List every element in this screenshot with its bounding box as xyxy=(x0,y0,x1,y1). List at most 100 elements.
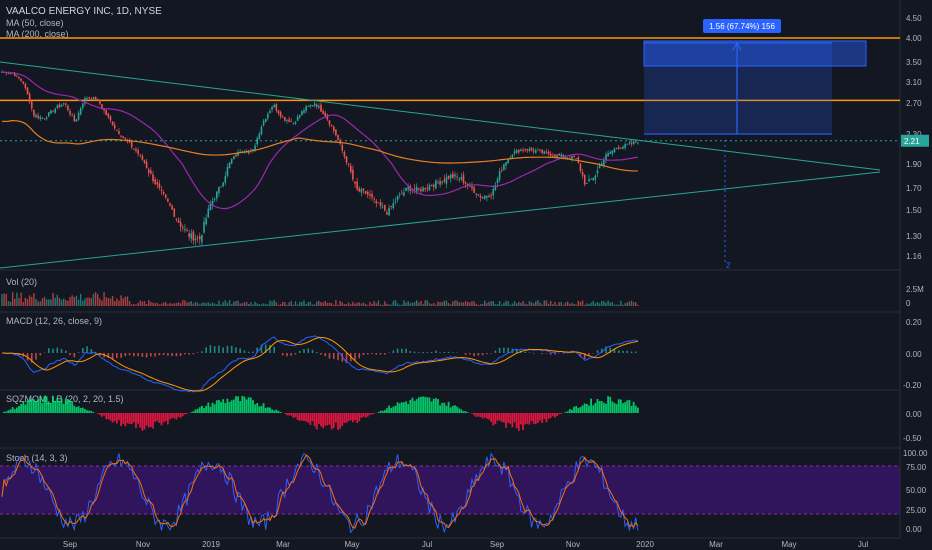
volume-bar xyxy=(475,303,477,306)
sqzmom-bar xyxy=(539,413,541,421)
sqzmom-bar xyxy=(35,401,37,413)
volume-bar xyxy=(292,304,295,306)
candle-body xyxy=(475,193,478,195)
candle-body xyxy=(222,182,224,187)
sqzmom-bar xyxy=(573,406,575,413)
volume-bar xyxy=(243,302,246,306)
candle-body xyxy=(84,97,86,104)
macd-histogram-bar xyxy=(192,353,195,355)
volume-bar xyxy=(252,304,254,306)
volume-bar xyxy=(82,300,84,306)
volume-bar xyxy=(469,302,471,306)
macd-signal-line xyxy=(1,336,638,392)
macd-histogram-bar xyxy=(507,347,509,353)
sqzmom-bar xyxy=(107,413,110,420)
candle-body xyxy=(54,108,56,113)
macd-histogram-bar xyxy=(167,353,169,356)
sqzmom-bar xyxy=(394,405,397,413)
sqzmom-bar xyxy=(69,400,71,413)
sqzmom-bar xyxy=(505,413,507,428)
volume-bar xyxy=(48,299,50,306)
sqzmom-bar xyxy=(47,401,50,413)
volume-bar xyxy=(230,304,233,306)
sqzmom-bar xyxy=(547,413,550,419)
volume-bar xyxy=(420,300,422,306)
volume-bar xyxy=(381,304,384,306)
sqzmom-bar xyxy=(400,402,403,413)
volume-bar xyxy=(9,301,12,306)
macd-histogram-bar xyxy=(609,347,612,353)
macd-histogram-bar xyxy=(626,350,629,353)
macd-histogram-bar xyxy=(209,345,212,353)
volume-bar xyxy=(250,302,252,306)
macd-histogram-bar xyxy=(549,353,552,355)
volume-bar xyxy=(124,296,127,306)
volume-bar xyxy=(558,302,560,306)
candle-body xyxy=(145,161,148,169)
volume-bar xyxy=(394,300,397,306)
volume-bar xyxy=(265,303,267,306)
candle-body xyxy=(464,182,467,184)
macd-histogram-bar xyxy=(201,351,203,353)
volume-bar xyxy=(228,300,231,306)
candle-body xyxy=(422,187,424,192)
sqzmom-bar xyxy=(483,413,486,418)
candle-body xyxy=(541,149,543,153)
macd-histogram-bar xyxy=(345,353,348,363)
macd-histogram-bar xyxy=(39,353,42,356)
candle-body xyxy=(603,159,605,166)
volume-bar xyxy=(488,301,490,306)
candle-body xyxy=(360,189,363,193)
sqzmom-bar xyxy=(396,402,399,413)
candle-body xyxy=(562,154,565,158)
sqzmom-bar xyxy=(84,409,86,413)
sqzmom-bar xyxy=(347,413,350,422)
sqzmom-bar xyxy=(332,413,335,429)
sqzmom-bar xyxy=(90,410,93,413)
triangle-lower-line xyxy=(0,171,881,269)
volume-bar xyxy=(424,300,426,306)
candle-body xyxy=(381,206,384,208)
sqzmom-bar xyxy=(498,413,501,421)
candle-body xyxy=(571,155,573,160)
candle-body xyxy=(230,159,233,164)
macd-histogram-bar xyxy=(430,351,433,353)
macd-histogram-bar xyxy=(218,345,220,353)
macd-histogram-bar xyxy=(605,346,607,353)
volume-bar xyxy=(282,301,284,306)
sqzmom-bar xyxy=(477,413,480,417)
macd-histogram-bar xyxy=(281,353,284,356)
sqzmom-bar xyxy=(494,413,497,425)
volume-bar xyxy=(94,292,97,306)
sqzmom-bar xyxy=(132,413,135,423)
candle-body xyxy=(103,109,105,111)
volume-bar xyxy=(507,301,509,306)
volume-bar xyxy=(354,303,356,306)
candle-body xyxy=(298,115,301,118)
volume-bar xyxy=(133,304,135,306)
volume-bar xyxy=(182,300,184,306)
sqzmom-bar xyxy=(75,407,78,413)
macd-histogram-bar xyxy=(52,348,54,353)
volume-bar xyxy=(11,292,14,306)
sqzmom-bar xyxy=(598,401,601,413)
sqzmom-bar xyxy=(173,413,176,419)
sqzmom-bar xyxy=(445,405,448,413)
macd-histogram-bar xyxy=(447,351,450,353)
volume-bar xyxy=(520,303,522,306)
sqzmom-bar xyxy=(286,413,288,416)
volume-bar xyxy=(267,304,269,306)
candle-body xyxy=(111,121,114,126)
sqzmom-bar xyxy=(500,413,503,422)
macd-histogram-bar xyxy=(379,353,382,355)
candle-body xyxy=(624,144,626,148)
sqzmom-bar xyxy=(232,399,235,413)
volume-bar xyxy=(458,302,460,306)
volume-bar xyxy=(299,301,301,306)
volume-bar xyxy=(105,297,107,306)
sqzmom-bar xyxy=(283,413,286,414)
sqzmom-bar xyxy=(152,413,154,429)
volume-bar xyxy=(137,302,139,306)
macd-histogram-bar xyxy=(56,347,59,353)
